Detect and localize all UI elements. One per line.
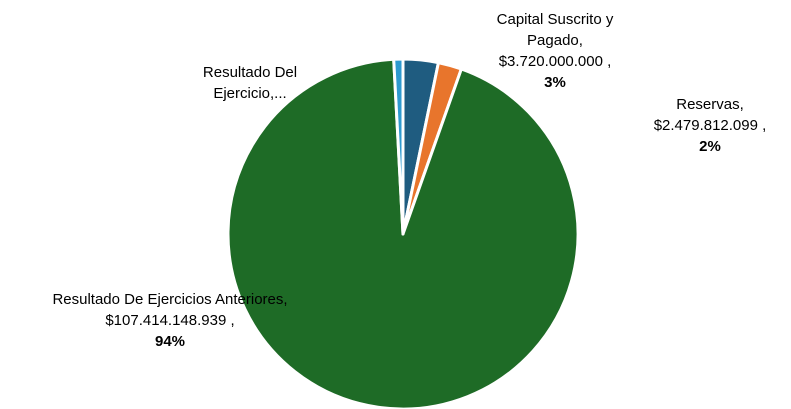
label-anteriores-name: Resultado De Ejercicios Anteriores, xyxy=(52,291,288,308)
label-reservas-value: $2.479.812.099 , xyxy=(653,117,767,134)
label-anteriores-percent: 94% xyxy=(154,333,186,350)
label-anteriores-value: $107.414.148.939 , xyxy=(105,312,235,329)
label-ejercicio-name-line2: Ejercicio,... xyxy=(213,85,287,102)
label-capital-value: $3.720.000.000 , xyxy=(498,53,612,70)
label-capital-name-line1: Capital Suscrito y xyxy=(496,11,614,28)
label-resultado-ejercicio: Resultado Del Ejercicio,... xyxy=(170,62,330,104)
label-capital-suscrito: Capital Suscrito y Pagado, $3.720.000.00… xyxy=(470,9,640,93)
label-reservas: Reservas, $2.479.812.099 , 2% xyxy=(630,94,790,157)
label-reservas-name: Reservas, xyxy=(676,96,744,113)
label-resultado-anteriores: Resultado De Ejercicios Anteriores, $107… xyxy=(4,289,336,352)
slice-resultado-ejercicio xyxy=(392,57,405,236)
label-reservas-percent: 2% xyxy=(699,138,721,155)
label-ejercicio-name-line1: Resultado Del xyxy=(202,64,298,81)
label-capital-percent: 3% xyxy=(544,74,566,91)
label-capital-name-line2: Pagado, xyxy=(527,32,583,49)
